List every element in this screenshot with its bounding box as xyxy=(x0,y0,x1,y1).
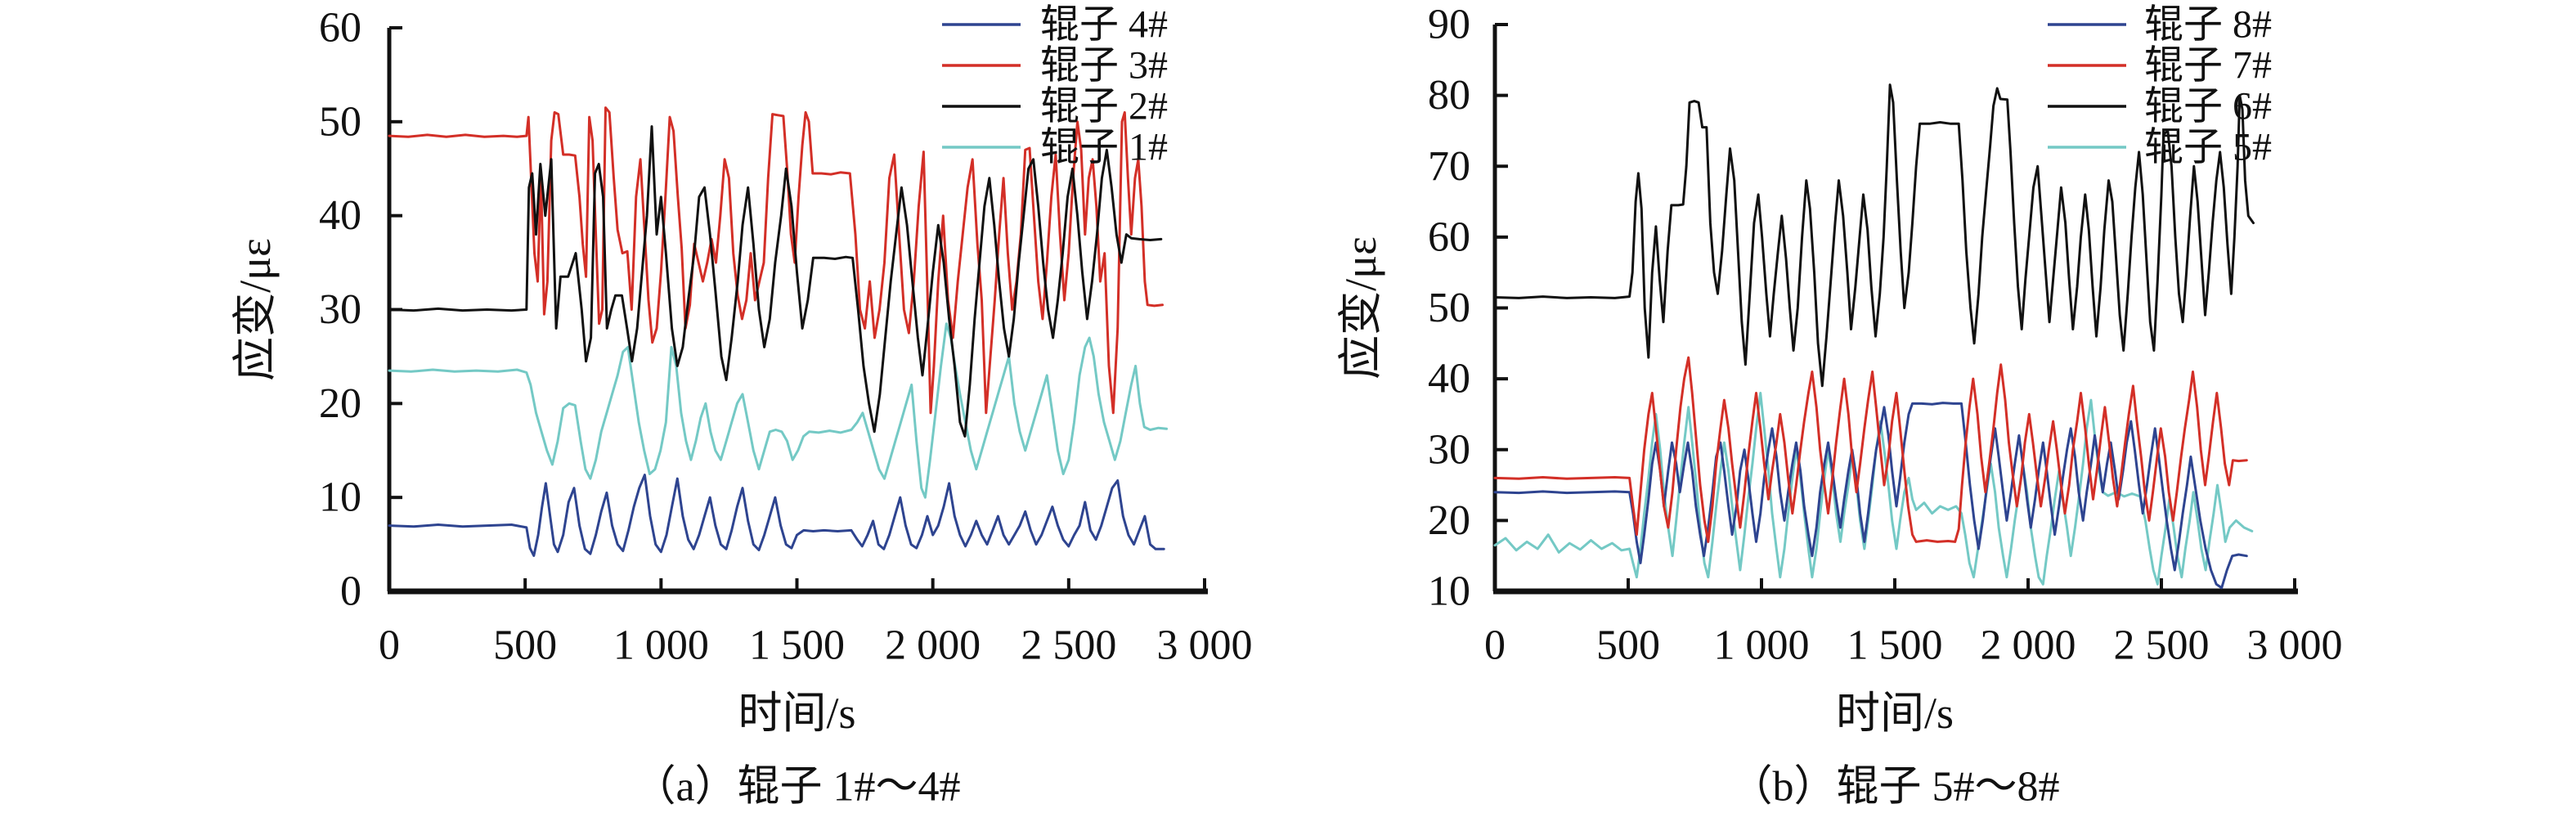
legend-label: 辊子 8# xyxy=(2144,3,2272,47)
y-tick-label: 60 xyxy=(319,5,361,52)
y-tick-label: 90 xyxy=(1428,2,1470,48)
legend-label: 辊子 7# xyxy=(2144,44,2272,88)
series-line-辊子 7# xyxy=(1493,356,2248,543)
x-axis-label: 时间/s xyxy=(738,689,855,738)
y-tick-label: 60 xyxy=(1428,213,1470,260)
x-tick-label: 500 xyxy=(493,622,557,669)
x-tick-label: 1 000 xyxy=(613,622,709,669)
x-tick-label: 1 500 xyxy=(749,622,845,669)
subplot-caption: （b）辊子 5#～8# xyxy=(1730,764,2059,811)
legend-label: 辊子 6# xyxy=(2144,85,2272,128)
legend-label: 辊子 3# xyxy=(1040,44,1168,88)
x-tick-label: 2 500 xyxy=(1021,622,1116,669)
series-line-辊子 3# xyxy=(388,106,1164,415)
x-tick-label: 3 000 xyxy=(2247,622,2343,669)
x-tick-label: 2 000 xyxy=(1981,622,2076,669)
series-line-辊子 2# xyxy=(388,125,1163,438)
y-tick-label: 40 xyxy=(1428,356,1470,402)
y-tick-label: 50 xyxy=(1428,285,1470,331)
y-tick-label: 10 xyxy=(319,474,361,521)
y-tick-label: 30 xyxy=(319,286,361,333)
x-tick-label: 3 000 xyxy=(1157,622,1253,669)
x-axis-label: 时间/s xyxy=(1836,689,1954,738)
series-line-辊子 1# xyxy=(388,322,1168,499)
y-tick-label: 30 xyxy=(1428,426,1470,473)
legend-label: 辊子 5# xyxy=(2144,126,2272,169)
x-tick-label: 0 xyxy=(379,622,400,669)
y-tick-label: 20 xyxy=(1428,497,1470,544)
y-axis-label: 应变/με xyxy=(231,238,280,381)
y-tick-label: 50 xyxy=(319,98,361,145)
y-axis-label: 应变/με xyxy=(1336,236,1385,380)
chart-b: 10 20 30 40 50 60 70 80 90 0 500 1 000 1 500 2 000 2 5… xyxy=(1336,2,2343,811)
series-line-辊子 6# xyxy=(1493,83,2255,388)
y-tick-label: 70 xyxy=(1428,143,1470,190)
x-tick-label: 1 000 xyxy=(1714,622,1810,669)
y-tick-label: 80 xyxy=(1428,72,1470,119)
subplot-caption: （a）辊子 1#～4# xyxy=(633,764,960,811)
x-tick-label: 0 xyxy=(1484,622,1506,669)
series-line-辊子 4# xyxy=(388,474,1165,557)
y-tick-label: 20 xyxy=(319,380,361,427)
y-tick-label: 10 xyxy=(1428,568,1470,615)
legend-label: 辊子 4# xyxy=(1040,3,1168,47)
x-tick-label: 1 500 xyxy=(1847,622,1943,669)
x-tick-label: 2 500 xyxy=(2114,622,2210,669)
x-tick-label: 500 xyxy=(1596,622,1660,669)
series-line-辊子 5# xyxy=(1493,392,2254,586)
chart-a: 0 10 20 30 40 50 60 0 500 1 000 1 500 2 000 2 500 3 0… xyxy=(231,3,1253,811)
legend-label: 辊子 1# xyxy=(1040,126,1168,169)
x-tick-label: 2 000 xyxy=(885,622,981,669)
y-tick-label: 40 xyxy=(319,192,361,239)
legend-label: 辊子 2# xyxy=(1040,85,1168,128)
y-tick-label: 0 xyxy=(340,568,361,615)
